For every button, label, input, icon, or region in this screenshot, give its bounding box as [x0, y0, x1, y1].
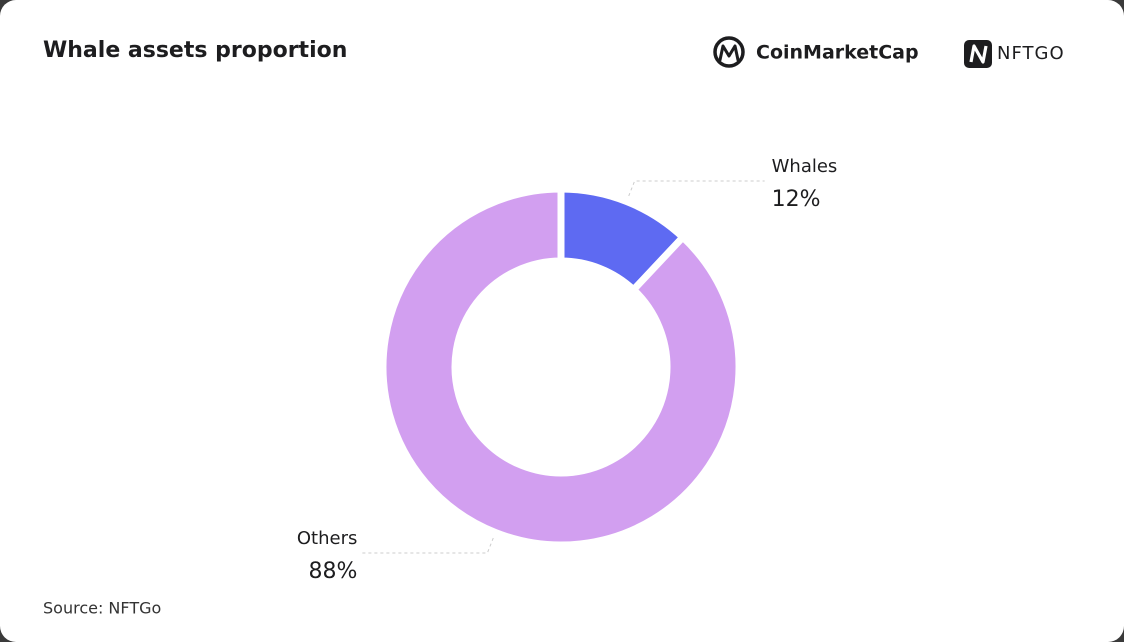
coinmarketcap-logo: CoinMarketCap — [713, 36, 919, 68]
slice — [379, 185, 743, 549]
chart-title: Whale assets proportion — [43, 38, 347, 63]
leader-line — [628, 180, 765, 197]
slice-label: Others — [297, 528, 358, 549]
source: Source: NFTGo — [43, 599, 161, 618]
logo-text: CoinMarketCap — [756, 42, 919, 64]
nftgo-logo: NFTGO — [964, 40, 1065, 68]
value-label: 88% — [308, 559, 357, 584]
leader-line — [362, 537, 494, 554]
value-label: 12% — [772, 187, 821, 212]
slice-label: Whales — [772, 156, 838, 177]
logo-text: NFTGO — [997, 43, 1065, 64]
